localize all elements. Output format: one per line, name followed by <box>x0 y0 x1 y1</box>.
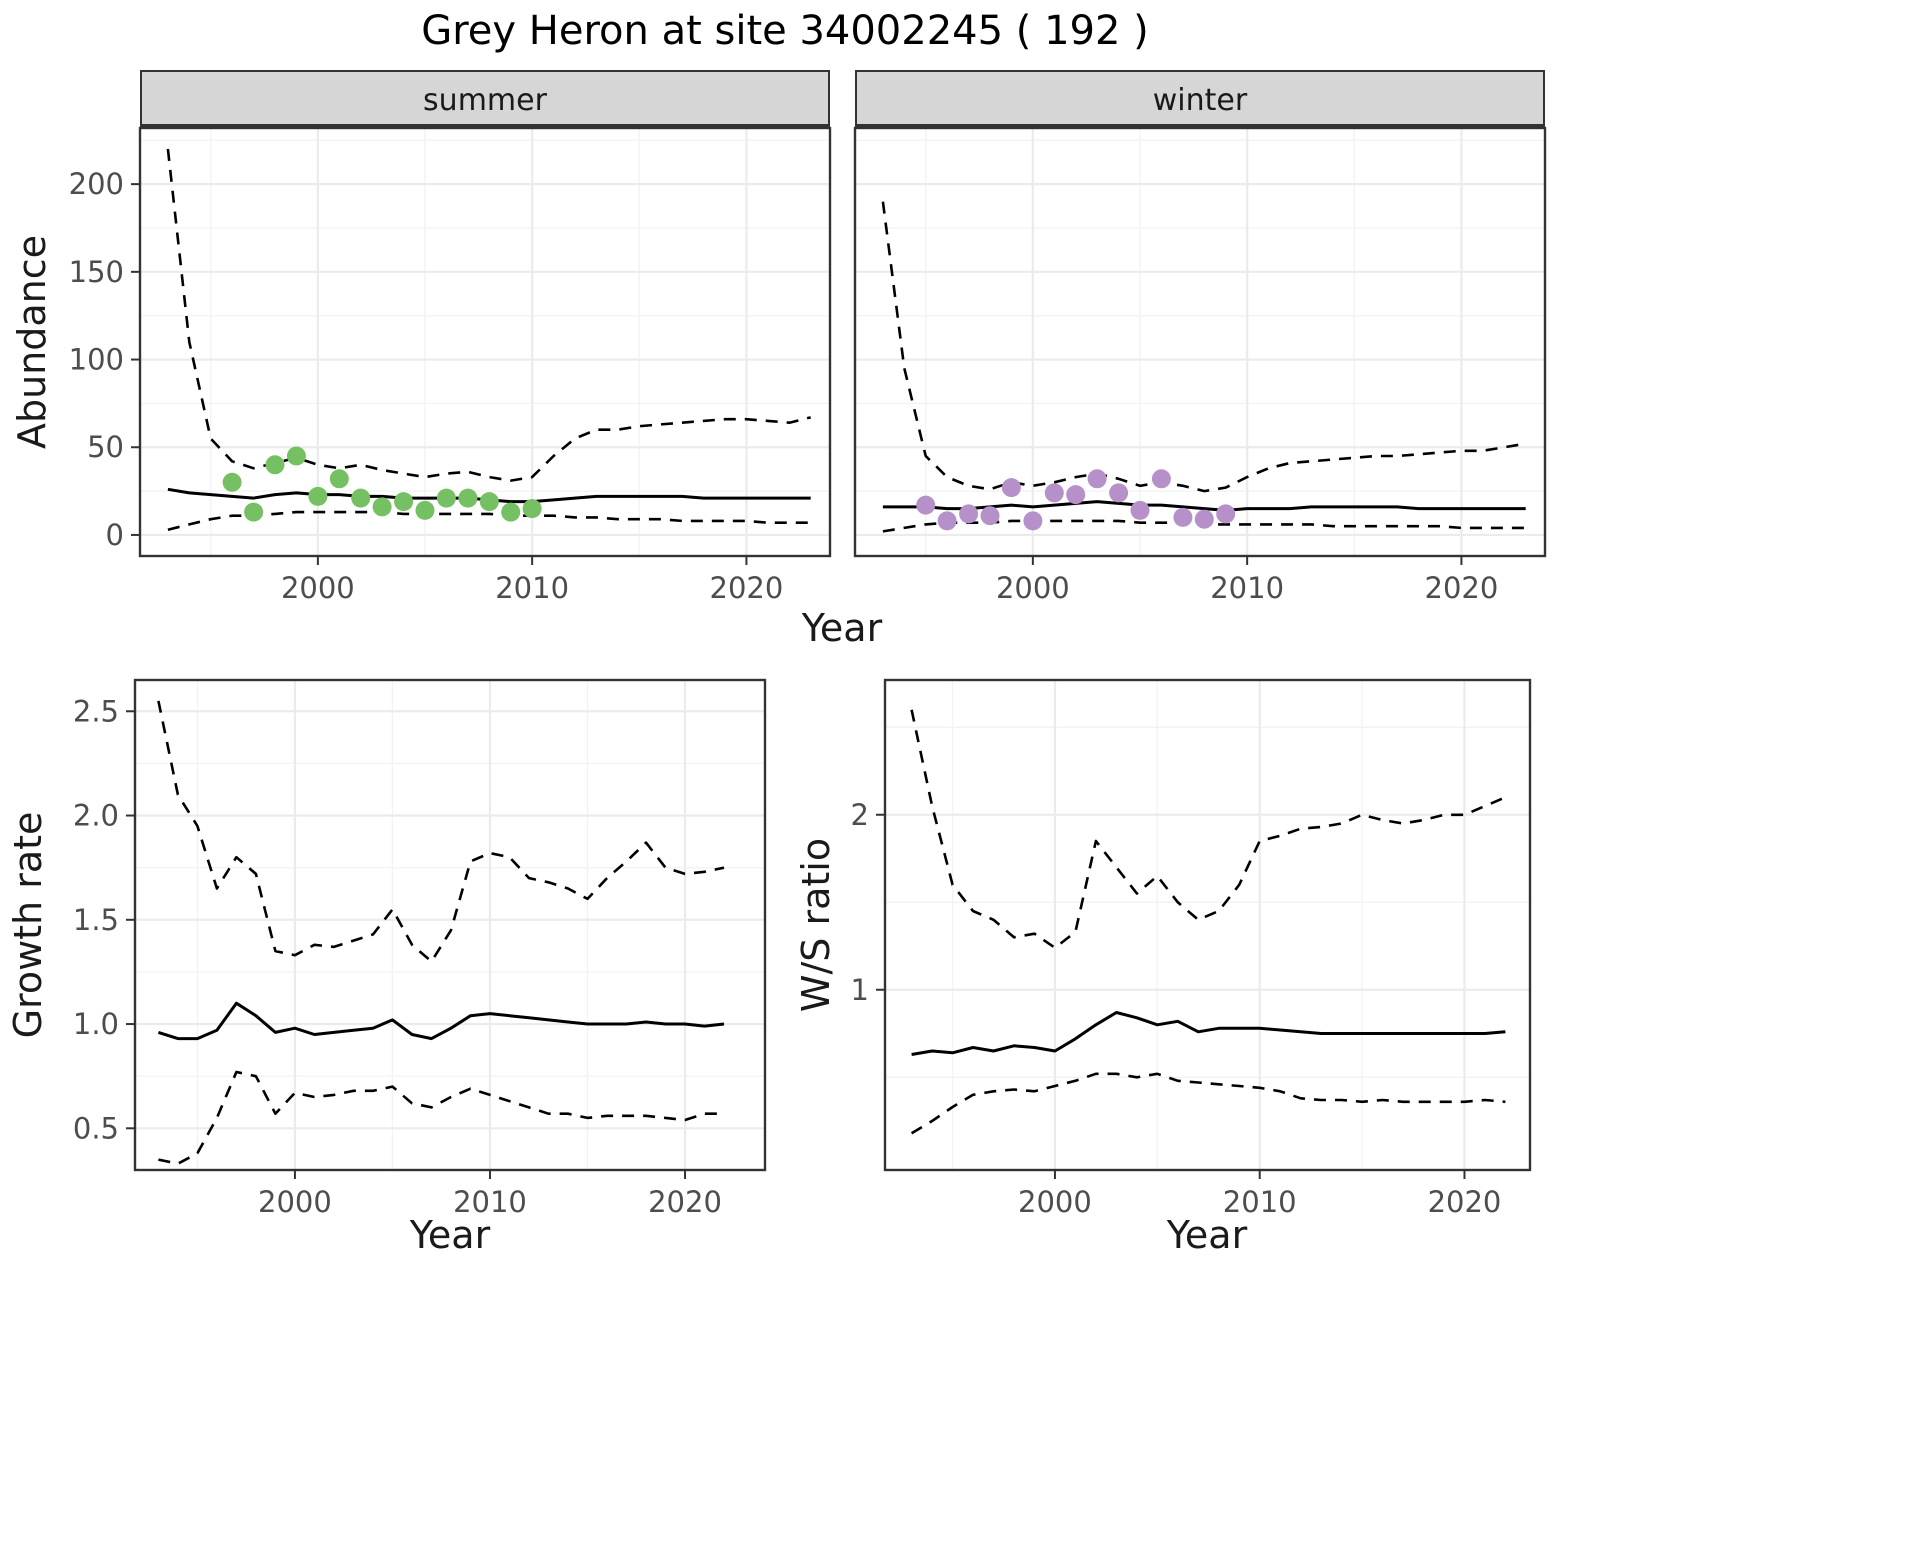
observed-point <box>244 502 264 522</box>
observed-point <box>265 455 285 475</box>
lower-ci-line <box>910 1072 1506 1135</box>
lower-ci-line <box>158 1070 724 1166</box>
observed-point <box>980 506 1000 526</box>
y-tick-label: 150 <box>69 255 124 289</box>
axis-ticks: 2000 2010 2020 0 50 100 150 200 <box>69 167 784 605</box>
x-tick-label: 2020 <box>648 1185 722 1219</box>
observed-point <box>937 511 957 531</box>
panel-background <box>140 128 830 556</box>
y-tick-label: 200 <box>69 167 124 201</box>
y-tick-label: 2 <box>851 798 869 832</box>
x-tick-label: 2010 <box>453 1185 527 1219</box>
growth-rate-y-axis-label: Growth rate <box>6 811 50 1039</box>
facet-strip-summer: summer <box>140 70 830 128</box>
x-tick-label: 2020 <box>710 571 784 605</box>
panel-border <box>883 678 1532 1172</box>
ratio-x-axis-label: Year <box>1166 1213 1248 1257</box>
ws-ratio-chart: 2000 2010 2020 1 2 <box>851 678 1532 1219</box>
observed-point <box>1066 485 1086 505</box>
x-tick-label: 2010 <box>1210 571 1284 605</box>
panel-border <box>133 678 767 1172</box>
y-tick-label: 50 <box>87 430 124 464</box>
observed-point <box>1130 500 1150 520</box>
upper-ci-line <box>157 700 725 963</box>
observed-point <box>959 504 979 524</box>
observed-point <box>308 486 328 506</box>
x-tick-label: 2000 <box>1018 1185 1092 1219</box>
estimate-line <box>157 1001 725 1041</box>
observed-point <box>501 502 521 522</box>
observed-point <box>394 492 414 512</box>
observed-point <box>1194 509 1214 529</box>
observed-point <box>351 488 371 508</box>
observed-point <box>415 500 435 520</box>
figure-title: Grey Heron at site 34002245 ( 192 ) <box>421 8 1149 54</box>
axis-ticks: 2000 2010 2020 0.5 1.0 1.5 2.0 2.5 <box>73 694 722 1219</box>
observed-point <box>479 492 499 512</box>
y-tick-label: 1 <box>851 973 869 1007</box>
x-tick-label: 2020 <box>1425 571 1499 605</box>
observed-point <box>1109 483 1129 503</box>
observed-point <box>329 469 349 489</box>
observed-points <box>916 469 1236 531</box>
axis-ticks: 2000 2010 2020 1 2 <box>851 798 1502 1219</box>
x-tick-label: 2010 <box>495 571 569 605</box>
observed-point <box>1151 469 1171 489</box>
y-tick-label: 1.5 <box>73 903 119 937</box>
lower-ci-line <box>167 510 811 531</box>
estimate-line <box>911 1011 1506 1056</box>
observed-point <box>1001 478 1021 498</box>
panel-background <box>855 128 1545 556</box>
upper-ci-line <box>910 709 1506 950</box>
winter-abundance-chart: 2000 2010 2020 <box>853 126 1547 605</box>
observed-point <box>1216 504 1236 524</box>
observed-points <box>222 446 542 522</box>
x-tick-label: 2000 <box>258 1185 332 1219</box>
y-tick-label: 0 <box>106 518 124 552</box>
observed-point <box>522 499 542 519</box>
upper-ci-line <box>881 201 1526 493</box>
y-tick-label: 2.5 <box>73 694 119 728</box>
observed-point <box>436 488 456 508</box>
summer-abundance-chart: 2000 2010 2020 0 50 100 150 200 <box>69 126 832 605</box>
observed-point <box>458 488 478 508</box>
observed-point <box>1173 507 1193 527</box>
y-tick-label: 100 <box>69 343 124 377</box>
observed-point <box>286 446 306 466</box>
panel-border <box>853 126 1547 558</box>
panel-background <box>135 680 765 1170</box>
facet-strip-winter: winter <box>855 70 1545 128</box>
x-tick-label: 2000 <box>996 571 1070 605</box>
panel-border <box>138 126 832 558</box>
observed-point <box>222 472 242 492</box>
y-tick-label: 2.0 <box>73 799 119 833</box>
gridlines <box>140 128 830 556</box>
y-tick-label: 1.0 <box>73 1007 119 1041</box>
observed-point <box>916 495 936 515</box>
gridlines <box>885 680 1530 1170</box>
observed-point <box>1023 511 1043 531</box>
y-tick-label: 0.5 <box>73 1111 119 1145</box>
x-tick-label: 2020 <box>1428 1185 1502 1219</box>
top-x-axis-label: Year <box>801 606 883 650</box>
x-tick-label: 2010 <box>1223 1185 1297 1219</box>
growth-rate-chart: 2000 2010 2020 0.5 1.0 1.5 2.0 2.5 <box>73 678 767 1219</box>
observed-point <box>372 497 392 517</box>
gridlines <box>855 128 1545 556</box>
axis-ticks: 2000 2010 2020 <box>996 556 1498 605</box>
observed-point <box>1087 469 1107 489</box>
observed-point <box>1044 483 1064 503</box>
x-tick-label: 2000 <box>281 571 355 605</box>
panel-background <box>885 680 1530 1170</box>
growth-x-axis-label: Year <box>409 1213 491 1257</box>
